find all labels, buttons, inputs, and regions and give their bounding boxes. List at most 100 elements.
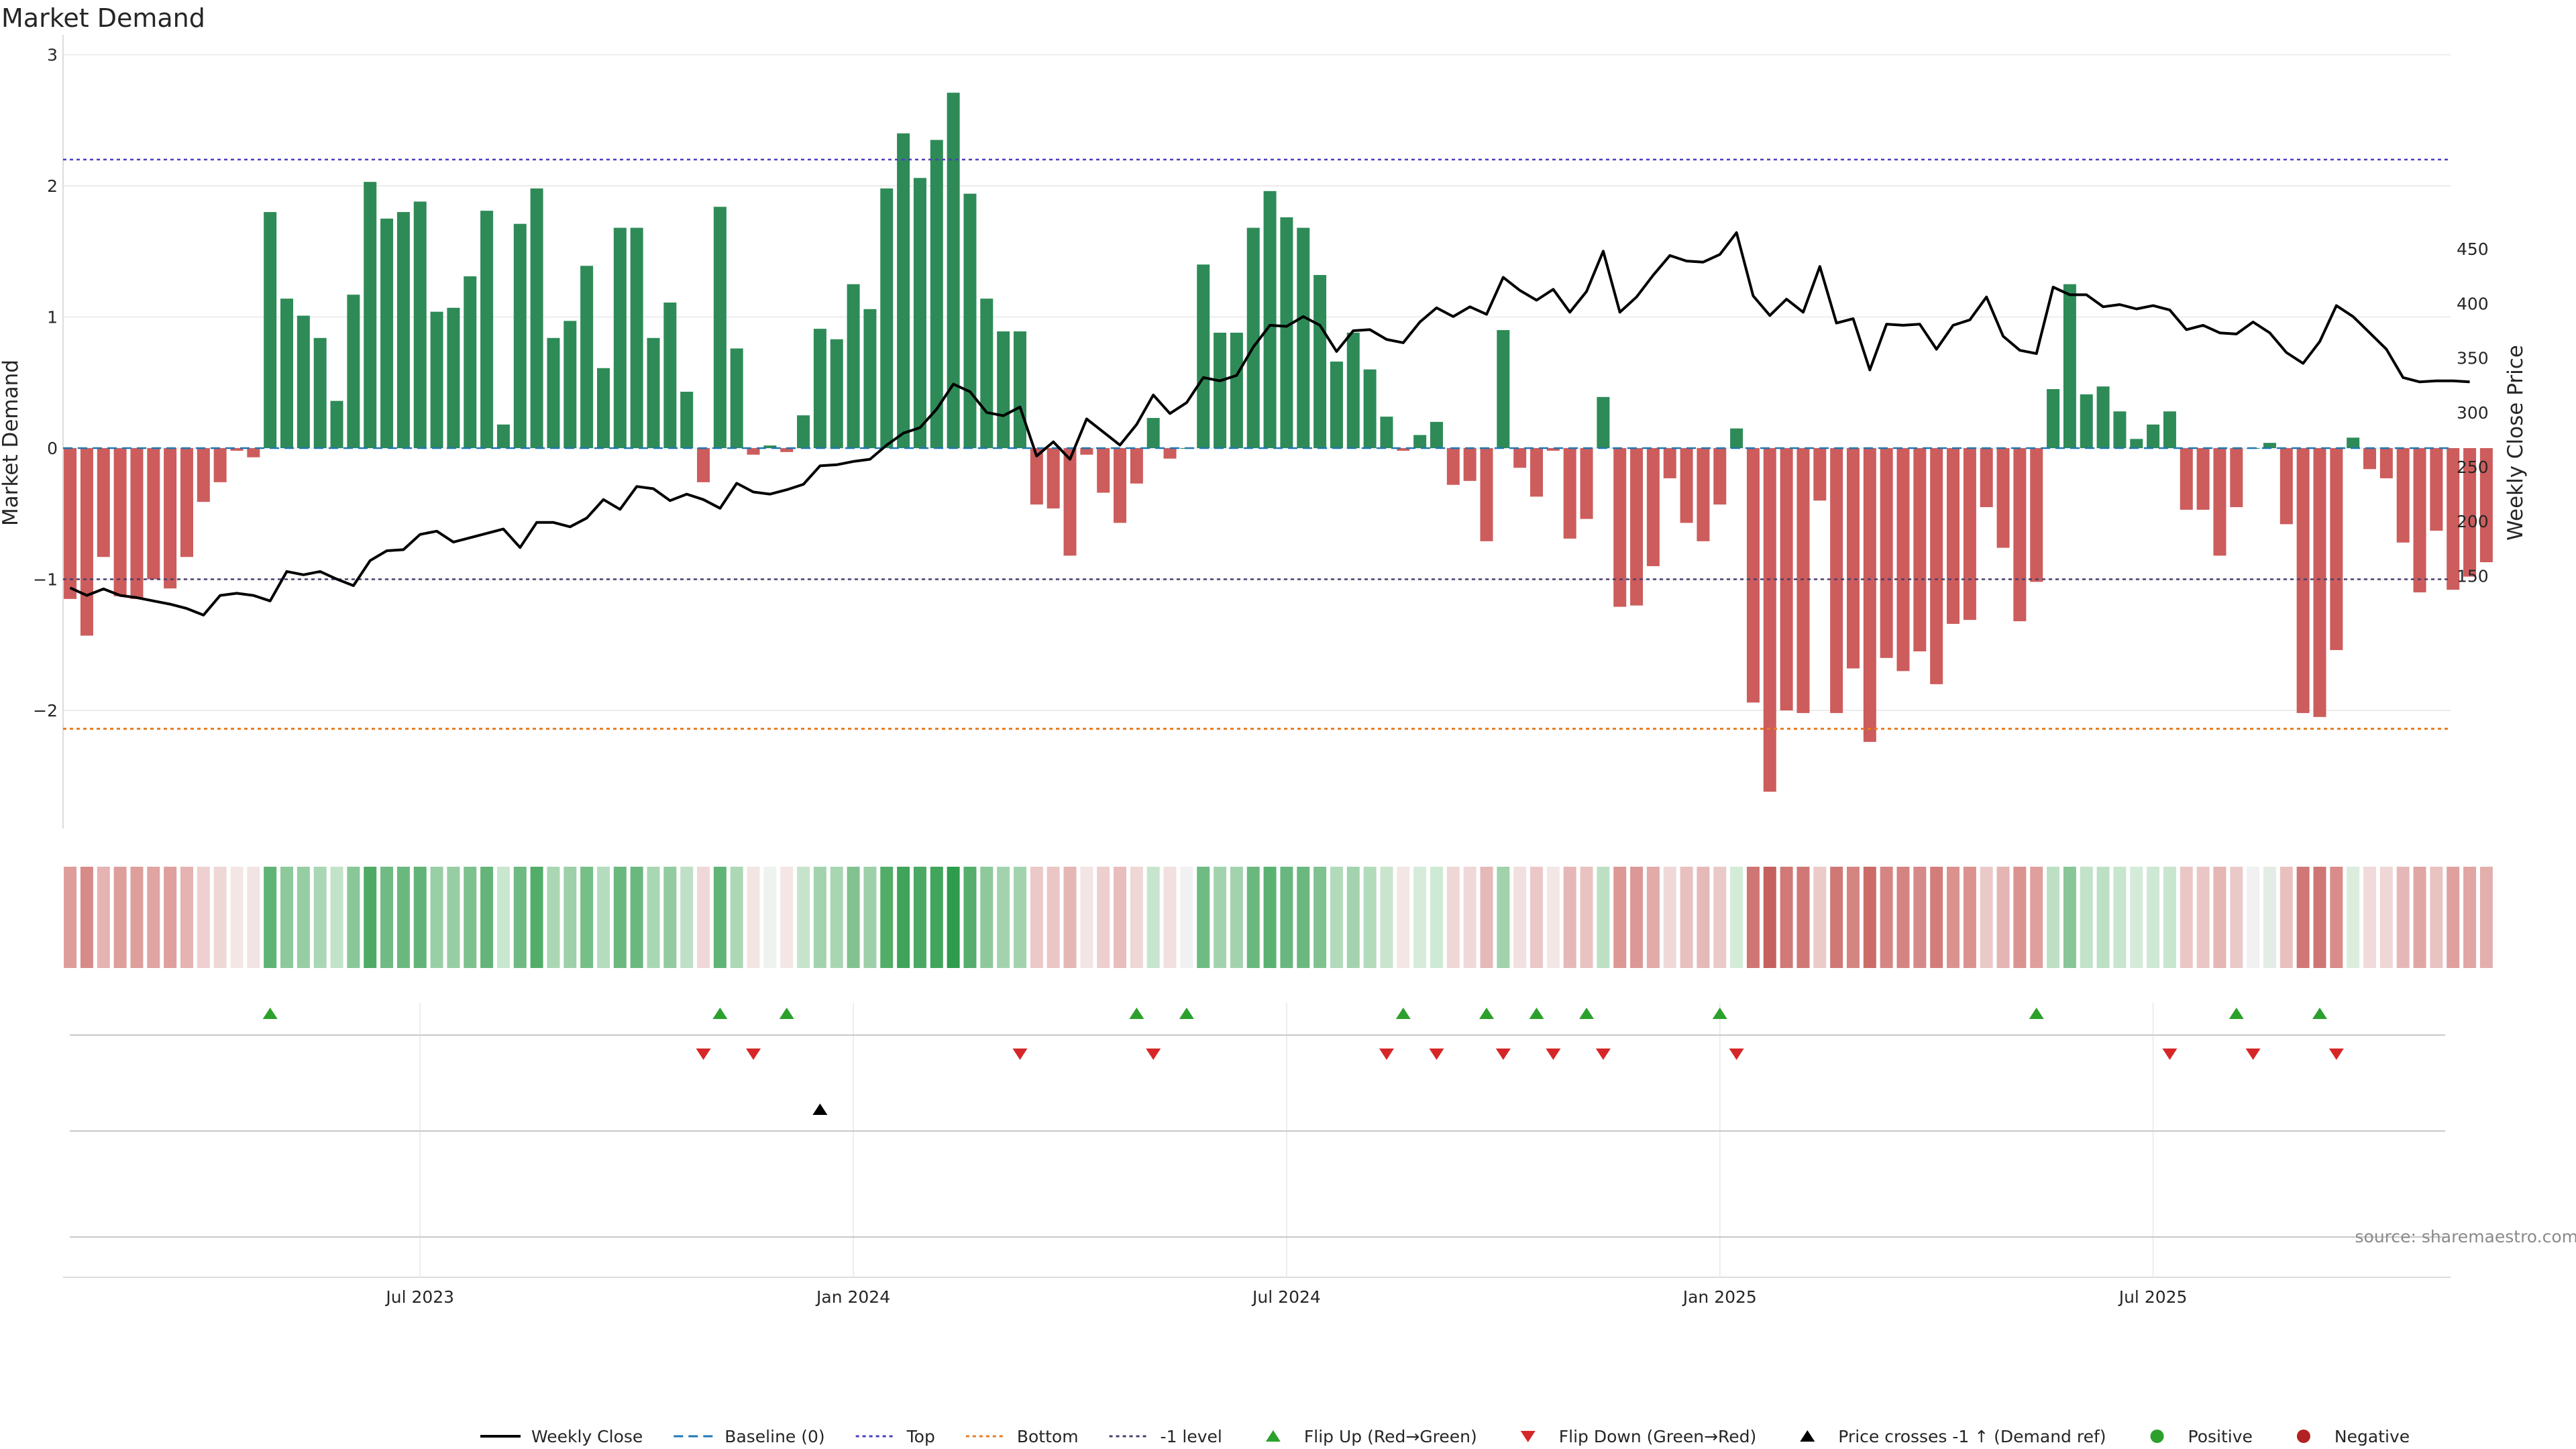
legend-item: Positive: [2150, 1427, 2253, 1446]
demand-bar: [2096, 386, 2110, 448]
demand-bar: [1630, 448, 1644, 606]
heat-cell: [1846, 867, 1860, 968]
demand-bar: [1763, 448, 1776, 792]
heat-cell: [530, 867, 543, 968]
demand-bar: [1246, 227, 1260, 448]
demand-bar: [680, 391, 694, 448]
signal-markers: [70, 1008, 2445, 1238]
heat-cell: [1480, 867, 1493, 968]
demand-bar: [697, 448, 710, 482]
demand-bar: [80, 448, 93, 636]
flip-up-marker: [779, 1008, 794, 1019]
demand-bar: [2147, 424, 2160, 448]
flip-up-marker: [2229, 1008, 2244, 1019]
heat-cell: [1646, 867, 1660, 968]
heat-cell: [1796, 867, 1810, 968]
flip-down-marker: [1012, 1049, 1028, 1060]
heat-cell: [2379, 867, 2393, 968]
heat-cell: [780, 867, 794, 968]
legend-label: Baseline (0): [724, 1427, 824, 1446]
demand-bar: [330, 400, 343, 448]
demand-bar: [2347, 437, 2360, 448]
demand-bar: [1313, 274, 1327, 448]
demand-bar: [564, 321, 577, 448]
legend-item: -1 level: [1109, 1427, 1222, 1446]
heat-cell: [247, 867, 260, 968]
demand-bar: [1996, 448, 2010, 548]
demand-bar: [347, 294, 360, 448]
heat-cell: [980, 867, 994, 968]
demand-bar: [830, 339, 843, 448]
heat-cell: [464, 867, 477, 968]
heat-cell: [313, 867, 327, 968]
demand-bar: [2230, 448, 2243, 507]
demand-bar: [747, 448, 760, 455]
heat-cell: [830, 867, 843, 968]
demand-bar: [2113, 411, 2127, 448]
demand-bar: [2013, 448, 2027, 622]
y-tick-label: −2: [33, 701, 58, 720]
legend-label: Flip Down (Green→Red): [1559, 1427, 1757, 1446]
heat-cell: [1697, 867, 1710, 968]
heat-cell: [2130, 867, 2143, 968]
legend-item: Flip Up (Red→Green): [1265, 1427, 1477, 1446]
heat-cell: [2047, 867, 2060, 968]
heat-cell: [1097, 867, 1110, 968]
heat-cell: [1497, 867, 1510, 968]
y2-axis-label: Weekly Close Price: [2504, 345, 2528, 541]
demand-bar: [2379, 448, 2393, 478]
weekly-close-polyline: [69, 231, 2470, 616]
heat-cell: [547, 867, 560, 968]
y-tick-label: −1: [33, 570, 58, 590]
heat-cell: [1513, 867, 1527, 968]
demand-bar: [1146, 418, 1160, 448]
heat-cell: [847, 867, 860, 968]
legend-label: Negative: [2334, 1427, 2410, 1446]
demand-bar: [1947, 448, 1960, 624]
chart-title: Market Demand: [1, 3, 205, 33]
demand-bar: [1230, 332, 1243, 448]
demand-bar: [1446, 448, 1460, 485]
heat-cell: [1230, 867, 1243, 968]
flip-down-marker: [2162, 1049, 2178, 1060]
legend-label: Bottom: [1017, 1427, 1079, 1446]
legend-symbol: [1800, 1430, 1815, 1442]
x-tick-label: Jan 2024: [815, 1287, 890, 1307]
heat-cell: [930, 867, 943, 968]
demand-bar: [2396, 448, 2410, 543]
demand-bar: [1580, 448, 1593, 519]
demand-bar: [1980, 448, 1993, 507]
heat-cell: [747, 867, 760, 968]
heat-cell: [1214, 867, 1227, 968]
demand-bar: [2196, 448, 2210, 510]
heat-cell: [1930, 867, 1943, 968]
demand-bars: [64, 93, 2493, 792]
legend-symbol: [2150, 1430, 2164, 1443]
heat-cell: [1130, 867, 1143, 968]
demand-bar: [380, 218, 394, 448]
flip-down-marker: [1595, 1049, 1611, 1060]
demand-bar: [2263, 443, 2276, 448]
reference-levels: [63, 158, 2451, 730]
demand-bar: [247, 448, 260, 458]
demand-bar: [1663, 448, 1676, 478]
demand-bar: [1063, 448, 1077, 556]
heat-cell: [2080, 867, 2093, 968]
heat-cell: [230, 867, 244, 968]
heat-cell: [1663, 867, 1676, 968]
heat-cell: [113, 867, 127, 968]
y2-tick-label: 300: [2457, 403, 2489, 423]
heat-cell: [1063, 867, 1077, 968]
heat-cell: [1313, 867, 1327, 968]
heat-cell: [2196, 867, 2210, 968]
flip-up-marker: [1479, 1008, 1494, 1019]
heat-cell: [763, 867, 777, 968]
demand-bar: [230, 448, 244, 451]
heat-cell: [1680, 867, 1693, 968]
heat-cell: [2463, 867, 2477, 968]
demand-bar: [2180, 448, 2193, 510]
heat-cell: [1030, 867, 1043, 968]
heat-cell: [1263, 867, 1277, 968]
legend-label: Price crosses -1 ↑ (Demand ref): [1838, 1427, 2106, 1446]
price-cross-marker: [812, 1104, 828, 1115]
